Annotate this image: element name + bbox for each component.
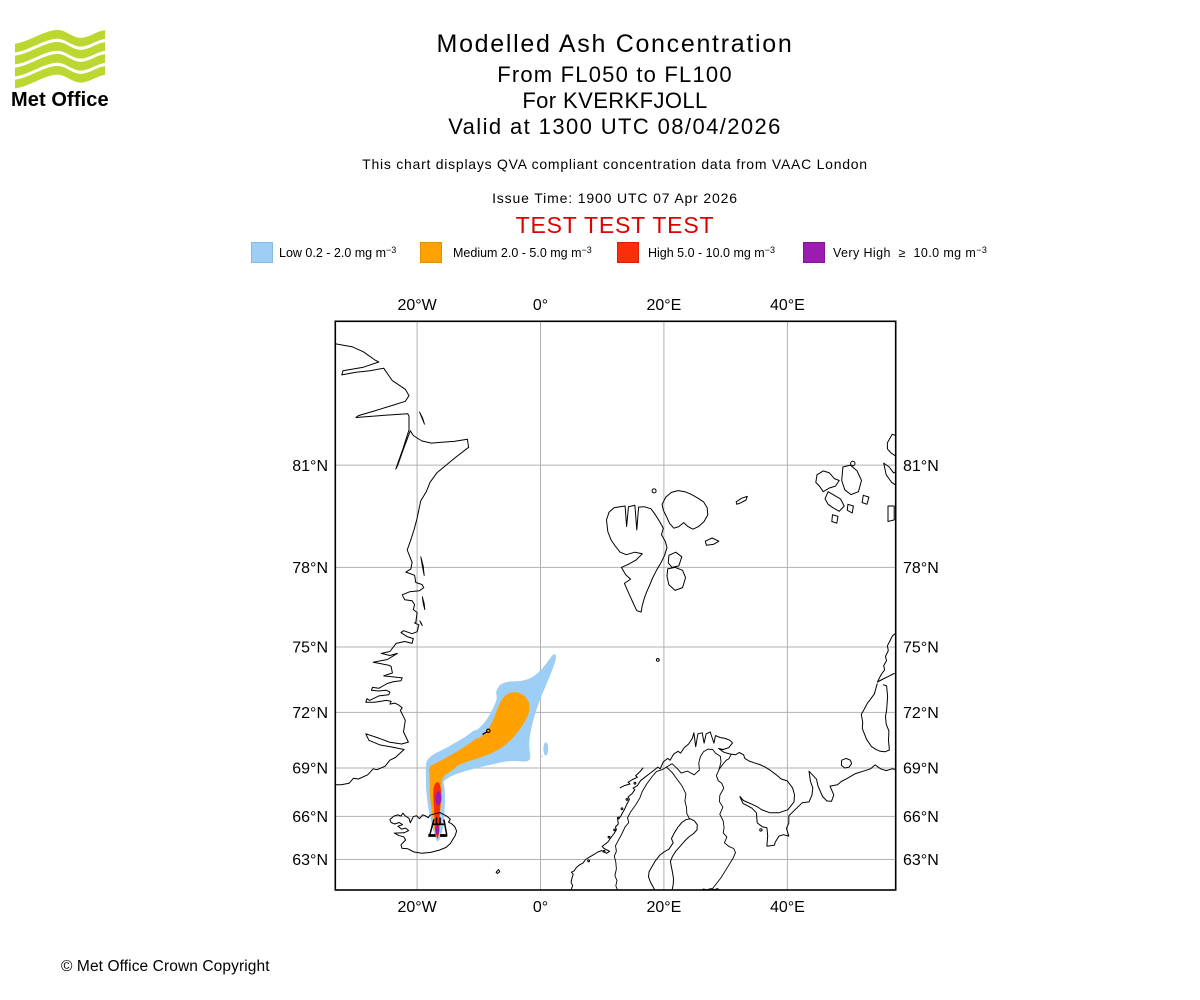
svg-text:72°N: 72°N — [292, 705, 328, 722]
svg-text:40°E: 40°E — [770, 297, 805, 314]
svg-text:66°N: 66°N — [292, 809, 328, 826]
svg-text:63°N: 63°N — [903, 852, 939, 869]
svg-text:0°: 0° — [533, 899, 548, 916]
svg-text:69°N: 69°N — [292, 761, 328, 778]
svg-text:78°N: 78°N — [903, 560, 939, 577]
svg-text:72°N: 72°N — [903, 705, 939, 722]
svg-text:75°N: 75°N — [903, 640, 939, 657]
svg-text:0°: 0° — [533, 297, 548, 314]
svg-text:75°N: 75°N — [292, 640, 328, 657]
svg-text:66°N: 66°N — [903, 809, 939, 826]
svg-text:40°E: 40°E — [770, 899, 805, 916]
svg-text:20°E: 20°E — [646, 297, 681, 314]
svg-text:78°N: 78°N — [292, 560, 328, 577]
svg-text:20°E: 20°E — [646, 899, 681, 916]
svg-text:69°N: 69°N — [903, 761, 939, 778]
svg-text:81°N: 81°N — [903, 458, 939, 475]
svg-text:63°N: 63°N — [292, 852, 328, 869]
svg-text:20°W: 20°W — [397, 899, 437, 916]
svg-text:20°W: 20°W — [397, 297, 437, 314]
svg-text:81°N: 81°N — [292, 458, 328, 475]
